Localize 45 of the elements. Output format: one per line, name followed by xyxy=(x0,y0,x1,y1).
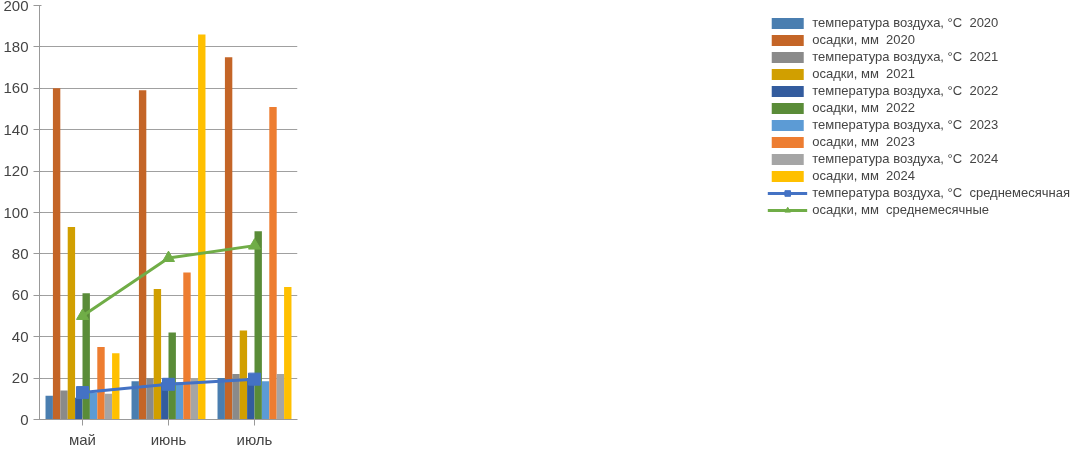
bar xyxy=(60,390,68,420)
legend-label: температура воздуха, °С 2022 xyxy=(812,83,999,98)
legend-label: осадки, мм 2022 xyxy=(812,100,915,115)
legend-label: осадки, мм 2021 xyxy=(812,66,915,81)
legend-label: осадки, мм 2023 xyxy=(812,134,915,149)
x-tick-label: май xyxy=(68,430,97,448)
bar xyxy=(67,226,76,420)
x-tick-label: июль xyxy=(236,430,273,448)
y-tick-label: 160 xyxy=(3,79,29,97)
legend-label: температура воздуха, °С 2024 xyxy=(812,151,999,166)
legend-label: температура воздуха, °С 2021 xyxy=(812,49,999,64)
y-tick-label: 80 xyxy=(11,244,29,262)
y-tick-label: 120 xyxy=(3,162,29,180)
bar xyxy=(146,378,154,420)
legend-label: осадки, мм среднемесячные xyxy=(812,202,989,217)
legend-label: температура воздуха, °С 2020 xyxy=(812,15,999,30)
y-tick-label: 40 xyxy=(11,327,29,345)
legend-label: осадки, мм 2024 xyxy=(812,168,915,183)
bar xyxy=(232,373,240,420)
y-tick-label: 100 xyxy=(3,203,29,221)
bar xyxy=(239,330,248,420)
y-tick-label: 20 xyxy=(11,369,29,387)
bar xyxy=(284,287,292,420)
bar xyxy=(224,57,233,420)
y-tick-label: 180 xyxy=(3,37,29,55)
bar xyxy=(138,90,147,420)
y-tick-label: 200 xyxy=(3,0,29,14)
bar xyxy=(52,88,61,420)
bar xyxy=(269,106,277,420)
bar xyxy=(198,34,206,420)
bar xyxy=(261,381,270,420)
legend-label: температура воздуха, °С 2023 xyxy=(812,117,999,132)
bar xyxy=(183,272,191,420)
bar xyxy=(75,397,83,420)
y-tick-label: 60 xyxy=(11,286,29,304)
bar xyxy=(112,353,120,420)
y-tick-label: 0 xyxy=(20,410,29,428)
bar xyxy=(45,395,53,420)
bar xyxy=(89,392,98,420)
bar xyxy=(153,289,162,420)
y-tick-label: 140 xyxy=(3,120,29,138)
bar xyxy=(97,347,105,420)
x-tick-label: июнь xyxy=(150,430,187,448)
legend-label: температура воздуха, °С среднемесячная xyxy=(812,185,1070,200)
legend-label: осадки, мм 2020 xyxy=(812,32,915,47)
